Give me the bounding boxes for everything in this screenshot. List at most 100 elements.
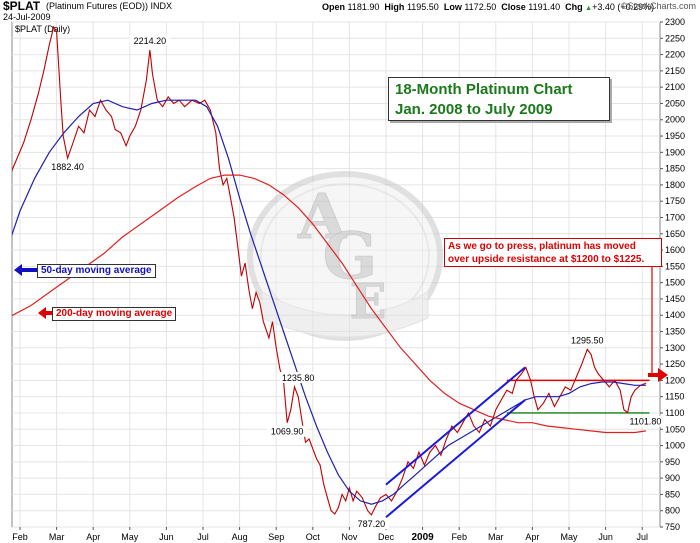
price-stats: Open 1181.90 High 1195.50 Low 1172.50 Cl… (322, 2, 654, 12)
y-tick-label: 1750 (665, 196, 685, 206)
x-tick-label: Nov (341, 532, 358, 542)
y-tick-label: 2000 (665, 115, 685, 125)
price-annotation: 1069.90 (271, 427, 304, 437)
x-tick-label: Mar (49, 532, 65, 542)
high-label: High (384, 2, 405, 12)
y-tick-label: 1050 (665, 424, 685, 434)
y-tick-label: 850 (665, 489, 680, 499)
y-tick-label: 1250 (665, 359, 685, 369)
x-tick-label: May (560, 532, 578, 542)
quote-date: 24-Jul-2009 (3, 12, 51, 22)
price-annotation-bg (129, 35, 171, 47)
close-value: 1191.40 (528, 2, 561, 12)
plot-series (12, 25, 650, 518)
x-tick-label: Mar (488, 532, 504, 542)
x-tick-label: Apr (525, 532, 539, 542)
y-tick-label: 950 (665, 457, 680, 467)
x-tick-label: Apr (86, 532, 100, 542)
ma50-arrow-icon (14, 264, 37, 276)
y-tick-label: 1350 (665, 327, 685, 337)
price-annotation: 2214.20 (134, 36, 167, 46)
low-label: Low (443, 2, 462, 12)
y-axis: 750 800 850 900 950 1000 1050 1100 1150 1200 1250 1… (660, 17, 685, 532)
price-annotation: 787.20 (358, 519, 386, 529)
resistance-note-callout: As we go to press, platinum has moved ov… (444, 238, 662, 267)
ma200-arrow-icon (38, 307, 52, 319)
open-label: Open (322, 2, 346, 12)
y-tick-label: 1950 (665, 131, 685, 141)
x-tick-label: Dec (378, 532, 395, 542)
note-line-1: As we go to press, platinum has moved (448, 241, 636, 252)
x-tick-label: Feb (451, 532, 467, 542)
chg-arrow-icon: ▲ (585, 5, 593, 12)
price-annotation-bg (627, 415, 668, 427)
x-tick-label: Sep (268, 532, 284, 542)
symbol: $PLAT (3, 0, 41, 13)
x-tick-label: Jul (197, 532, 209, 542)
close-label: Close (501, 2, 526, 12)
ma200-line (12, 174, 646, 434)
y-tick-label: 900 (665, 473, 680, 483)
x-tick-label: Jul (636, 532, 648, 542)
channel-upper-line (385, 366, 526, 486)
price-annotation: 1295.50 (571, 335, 604, 345)
price-annotation-bg (279, 371, 321, 383)
watermark-coin: AGE (247, 171, 443, 341)
ma50-line (12, 99, 646, 505)
x-tick-label: Aug (232, 532, 248, 542)
y-tick-label: 1100 (665, 408, 684, 418)
watermark-letter: G (323, 219, 378, 294)
y-tick-label: 1800 (665, 180, 685, 190)
price-annotation: 1882.40 (51, 162, 84, 172)
y-tick-label: 1400 (665, 310, 685, 320)
y-tick-label: 1200 (665, 375, 685, 385)
ma200-label: 200-day moving average (52, 307, 177, 321)
x-tick-label: Jun (598, 532, 613, 542)
y-tick-label: 800 (665, 506, 680, 516)
y-tick-label: 1900 (665, 147, 685, 157)
y-tick-label: 1700 (665, 212, 685, 222)
watermark-coin-edge (261, 291, 429, 338)
y-tick-label: 2250 (665, 33, 685, 43)
x-axis: Feb Mar Apr May Jun Jul Aug Sep Oct Nov Dec 2009 Feb… (12, 527, 648, 543)
price-annotations: 2214.20 1882.40 1235.80 1069.90 787.20 1295.5… (47, 35, 668, 529)
brand-logo[interactable]: ©StockCharts.com (620, 1, 696, 11)
low-value: 1172.50 (464, 2, 497, 12)
x-tick-label: 2009 (411, 532, 434, 543)
chg-value: +3.40 (+0.29%) (592, 2, 655, 12)
chart-subtitle: Jan. 2008 to July 2009 (395, 101, 553, 118)
y-tick-label: 1500 (665, 278, 685, 288)
grid-lines (12, 21, 660, 528)
price-annotation-bg (567, 334, 608, 346)
watermark-letter: A (297, 180, 347, 253)
y-tick-label: 1600 (665, 245, 685, 255)
y-tick-label: 1300 (665, 343, 685, 353)
y-tick-label: 2150 (665, 66, 685, 76)
y-tick-label: 1550 (665, 261, 685, 271)
y-tick-label: 1150 (665, 392, 684, 402)
price-annotation: 1101.80 (630, 417, 662, 427)
price-annotation-bg (353, 517, 389, 529)
channel-lower-line (385, 399, 526, 518)
note-arrow-icon (648, 368, 668, 382)
watermark-outer-ring (247, 171, 443, 341)
y-tick-label: 1850 (665, 164, 685, 174)
open-value: 1181.90 (347, 2, 380, 12)
x-tick-label: Feb (12, 532, 28, 542)
panel-label: $PLAT (Daily) (15, 24, 70, 34)
y-tick-label: 2050 (665, 98, 685, 108)
x-tick-label: May (121, 532, 139, 542)
y-tick-label: 750 (665, 522, 680, 532)
y-tick-label: 1650 (665, 229, 685, 239)
note-line-2: over upside resistance at $1200 to $1225… (448, 254, 645, 265)
chg-label: Chg (565, 2, 583, 12)
price-annotation: 1235.80 (282, 373, 315, 383)
chart-title-callout: 18-Month Platinum Chart Jan. 2008 to Jul… (388, 77, 610, 121)
y-tick-label: 1450 (665, 294, 685, 304)
y-tick-label: 2100 (665, 82, 685, 92)
ma50-label: 50-day moving average (37, 264, 156, 278)
x-tick-label: Jun (159, 532, 174, 542)
y-tick-label: 2200 (665, 50, 685, 60)
x-tick-label: Oct (306, 532, 321, 542)
chart-title: 18-Month Platinum Chart (395, 81, 573, 98)
